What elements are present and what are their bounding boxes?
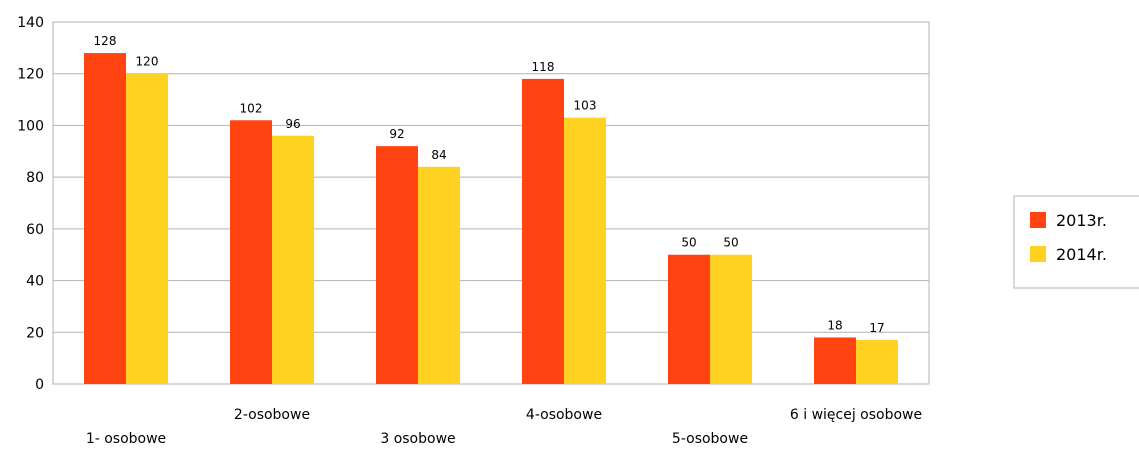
bar-2013r-3 <box>522 78 564 384</box>
legend: 2013r. 2014r. <box>1013 195 1139 289</box>
legend-box <box>1013 195 1139 289</box>
data-label: 92 <box>389 127 404 141</box>
data-labels: 128 120 102 96 92 84 118 103 50 50 18 17 <box>94 34 885 335</box>
y-tick-label: 80 <box>26 170 44 186</box>
bar-2013r-0 <box>84 53 126 385</box>
bar-2013r-2 <box>376 146 418 384</box>
data-label: 118 <box>532 60 555 74</box>
category-label: 6 i więcej osobowe <box>790 407 922 423</box>
category-label: 3 osobowe <box>380 431 455 447</box>
y-tick-label: 100 <box>17 118 44 134</box>
bar-2013r-5 <box>814 337 856 384</box>
plot-area-border <box>52 21 930 385</box>
bar-2014r-3 <box>564 117 606 385</box>
data-label: 128 <box>94 34 117 48</box>
bar-2014r-1 <box>272 135 314 384</box>
category-label: 1- osobowe <box>86 431 166 447</box>
gridlines <box>52 21 930 385</box>
data-label: 84 <box>431 148 446 162</box>
y-tick-label: 0 <box>35 377 44 393</box>
category-label: 4-osobowe <box>526 407 602 423</box>
y-axis-ticks: 0 20 40 60 80 100 120 140 <box>17 15 44 393</box>
data-label: 50 <box>723 236 738 250</box>
x-axis-category-labels: 1- osobowe 2-osobowe 3 osobowe 4-osobowe 5-o… <box>86 407 922 447</box>
legend-swatch <box>1030 246 1046 262</box>
category-label: 2-osobowe <box>234 407 310 423</box>
data-label: 102 <box>240 101 263 115</box>
data-label: 50 <box>681 236 696 250</box>
bar-2014r-2 <box>418 166 460 384</box>
legend-label: 2014r. <box>1056 245 1107 264</box>
bar-2013r-4 <box>668 254 710 384</box>
bar-2014r-4 <box>710 254 752 384</box>
data-label: 96 <box>285 117 300 131</box>
y-tick-label: 20 <box>26 325 44 341</box>
category-label: 5-osobowe <box>672 431 748 447</box>
bars <box>84 53 898 385</box>
legend-label: 2013r. <box>1056 211 1107 230</box>
y-tick-label: 140 <box>17 15 44 31</box>
data-label: 120 <box>136 55 159 69</box>
data-label: 17 <box>869 321 884 335</box>
bar-2014r-5 <box>856 340 898 384</box>
legend-swatch <box>1030 212 1046 228</box>
y-tick-label: 40 <box>26 274 44 290</box>
bar-2014r-0 <box>126 73 168 384</box>
data-label: 103 <box>574 99 597 113</box>
y-tick-label: 120 <box>17 67 44 83</box>
bar-2013r-1 <box>230 120 272 384</box>
y-tick-label: 60 <box>26 222 44 238</box>
data-label: 18 <box>827 318 842 332</box>
